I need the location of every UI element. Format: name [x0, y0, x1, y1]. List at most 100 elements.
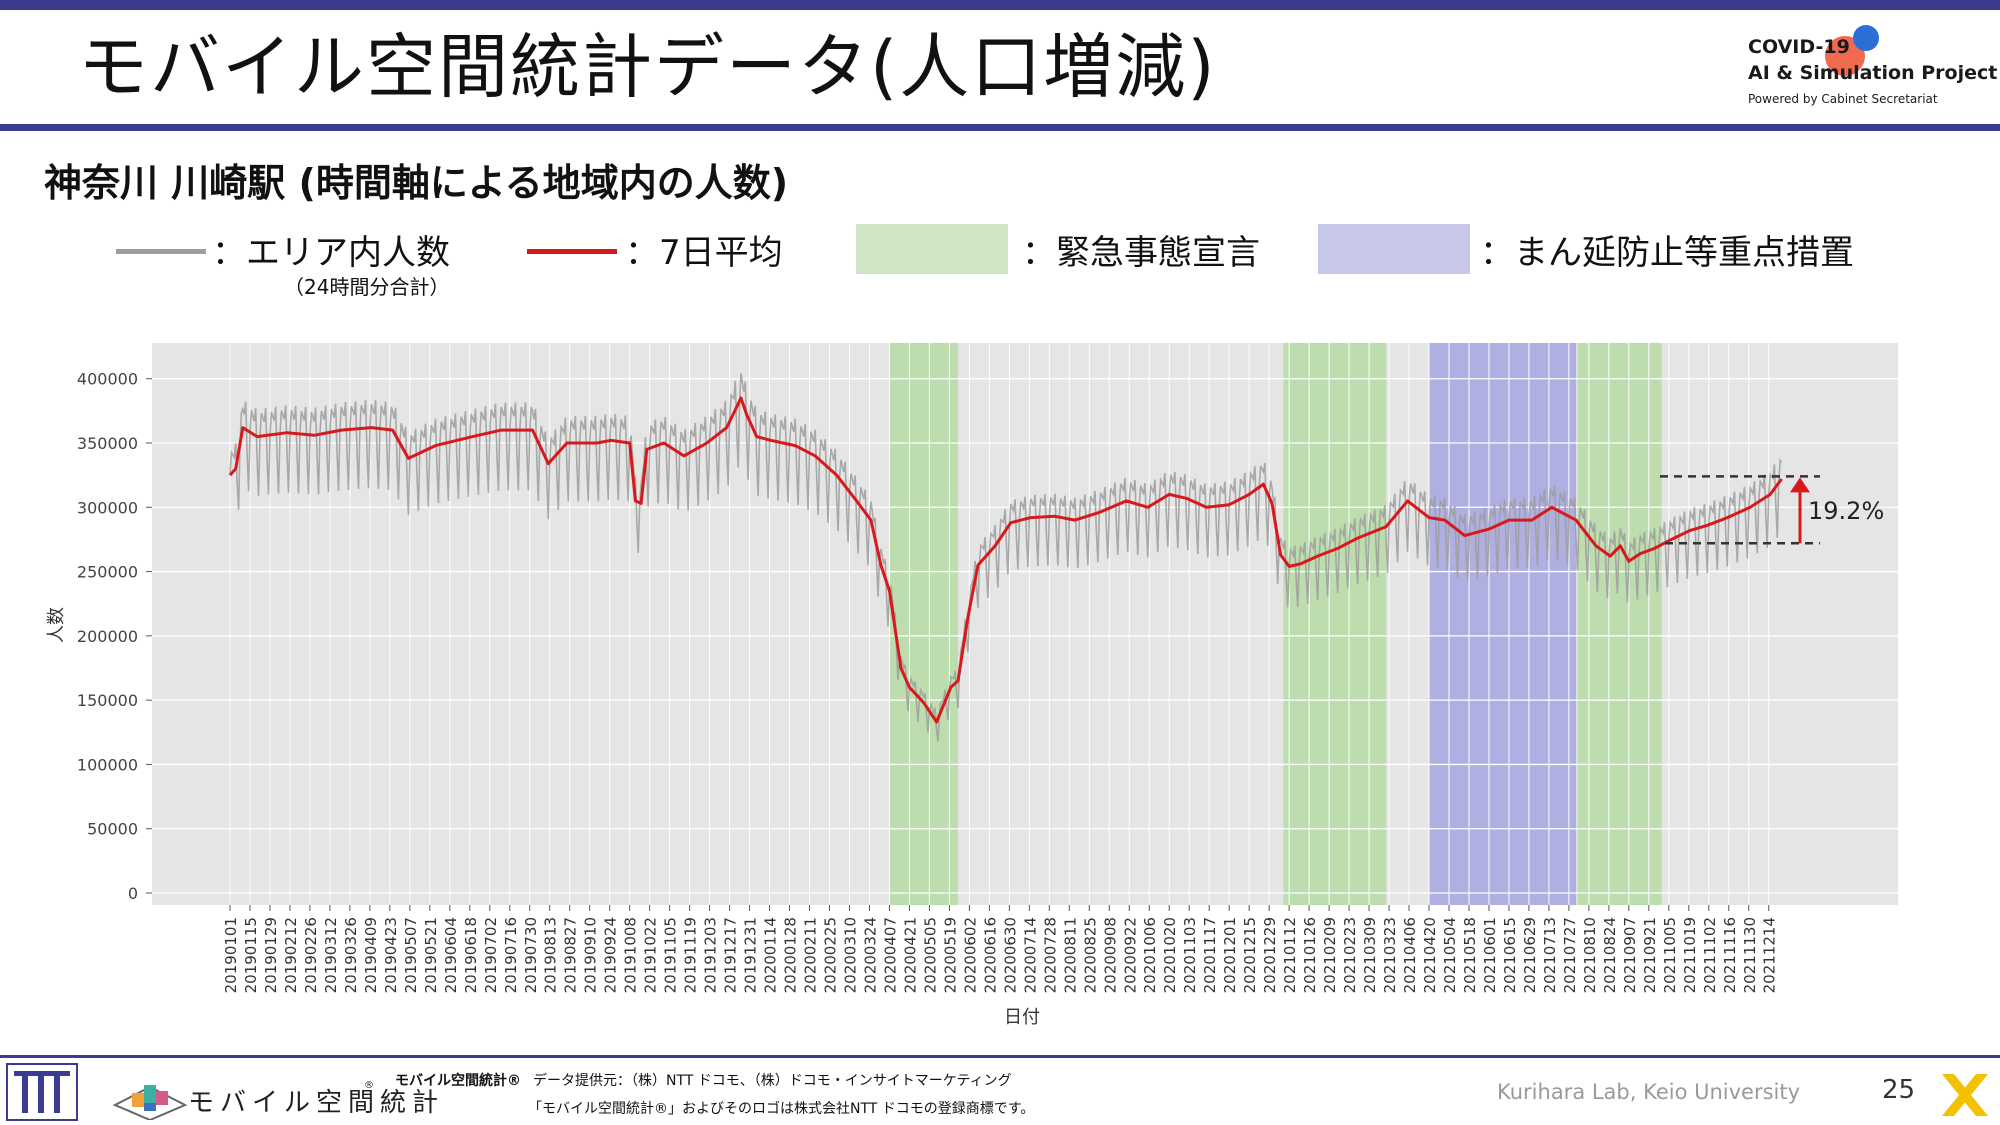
x-tick-label: 20210112: [1281, 917, 1299, 993]
legend-raw-swatch: [116, 249, 206, 254]
x-tick-label: 20211102: [1701, 917, 1719, 993]
legend-emergency-swatch: [856, 224, 1008, 274]
legend-priority-swatch: [1318, 224, 1470, 274]
x-tick-label: 20200630: [1001, 917, 1019, 993]
x-tick-label: 20201117: [1201, 917, 1219, 993]
x-tick-label: 20210713: [1541, 917, 1559, 993]
footer-rule: [0, 1055, 2000, 1058]
x-tick-label: 20190521: [422, 917, 440, 993]
annotation-label: 19.2%: [1808, 497, 1884, 525]
emergency-period-band: [1577, 343, 1662, 905]
x-tick-label: 20191217: [722, 917, 740, 993]
x-tick-label: 20190326: [342, 917, 360, 993]
x-tick-label: 20190813: [542, 917, 560, 993]
x-tick-label: 20200211: [802, 917, 820, 993]
x-tick-label: 20210420: [1421, 917, 1439, 993]
x-tick-label: 20210810: [1581, 917, 1599, 993]
x-tick-label: 20200225: [822, 917, 840, 993]
x-tick-label: 20200602: [961, 917, 979, 993]
population-line-chart: 0 50000 100000 150000 200000 250000 300000 3500…: [46, 343, 1898, 1028]
x-tick-label: 20190924: [602, 917, 620, 993]
footer-trademark: 「モバイル空間統計®」およびそのロゴは株式会社NTT ドコモの登録商標です。: [528, 1101, 1035, 1117]
x-tick-label: 20201215: [1241, 917, 1259, 993]
x-tick-label: 20200407: [881, 917, 899, 993]
y-tick-label: 200000: [77, 627, 138, 646]
x-tick-label: 20210223: [1341, 917, 1359, 993]
x-tick-label: 20200310: [841, 917, 859, 993]
footer-brand: モバイル空間統計®: [395, 1073, 521, 1089]
x-tick-label: 20210727: [1561, 917, 1579, 993]
x-tick-label: 20190716: [502, 917, 520, 993]
legend-emergency-label: ：緊急事態宣言: [1022, 233, 1260, 273]
x-tick-label: 20190730: [522, 917, 540, 993]
x-tick-label: 20201229: [1261, 917, 1279, 993]
x-tick-label: 20211214: [1761, 917, 1779, 993]
x-tick-label: 20210323: [1381, 917, 1399, 993]
top-rule: [0, 0, 2000, 10]
emergency-period-band: [1283, 343, 1387, 905]
x-tick-label: 20191105: [662, 917, 680, 993]
logo-circle-blue: [1853, 25, 1879, 51]
x-tick-label: 20201201: [1221, 917, 1239, 993]
x-tick-label: 20211019: [1681, 917, 1699, 993]
x-tick-label: 20190507: [402, 917, 420, 993]
x-tick-label: 20191008: [622, 917, 640, 993]
registered-mark-icon: ®: [364, 1080, 374, 1091]
legend-priority-label: ：まん延防止等重点措置: [1480, 233, 1854, 273]
x-tick-label: 20200616: [981, 917, 999, 993]
x-tick-label: 20190101: [222, 917, 240, 993]
x-tick-label: 20200908: [1101, 917, 1119, 993]
x-tick-label: 20201006: [1141, 917, 1159, 993]
x-tick-label: 20190618: [462, 917, 480, 993]
emergency-period-band: [889, 343, 958, 905]
x-tick-label: 20210907: [1621, 917, 1639, 993]
x-tick-label: 20210921: [1641, 917, 1659, 993]
x-axis-label: 日付: [1004, 1007, 1040, 1028]
x-tick-label: 20210406: [1401, 917, 1419, 993]
x-tick-label: 20211116: [1721, 917, 1739, 993]
x-tick-label: 20190212: [282, 917, 300, 993]
x-tick-label: 20200128: [782, 917, 800, 993]
mobile-logo-text: モバイル空間統計: [188, 1088, 445, 1118]
footer-lab: Kurihara Lab, Keio University: [1497, 1080, 1801, 1104]
x-tick-label: 20190910: [582, 917, 600, 993]
priority-period-band: [1429, 343, 1577, 905]
x-tick-label: 20200519: [941, 917, 959, 993]
x-tick-label: 20200324: [861, 917, 879, 993]
chart-subtitle: 神奈川 川崎駅 (時間軸による地域内の人数): [44, 161, 789, 205]
y-tick-label: 350000: [77, 434, 138, 453]
x-tick-label: 20210309: [1361, 917, 1379, 993]
x-tick-label: 20191203: [702, 917, 720, 993]
x-tick-label: 20190115: [242, 917, 260, 993]
x-tick-label: 20190129: [262, 917, 280, 993]
y-tick-label: 400000: [77, 370, 138, 389]
x-tick-label: 20210601: [1481, 917, 1499, 993]
x-tick-label: 20200728: [1041, 917, 1059, 993]
y-tick-label: 150000: [77, 691, 138, 710]
x-tick-label: 20210629: [1521, 917, 1539, 993]
x-tick-label: 20201103: [1181, 917, 1199, 993]
lab-logo: [6, 1063, 78, 1121]
x-tick-label: 20200114: [762, 917, 780, 993]
footer-data-source: データ提供元：（株）NTT ドコモ、（株）ドコモ・インサイトマーケティング: [533, 1073, 1012, 1089]
x-tick-label: 20210209: [1321, 917, 1339, 993]
y-tick-label: 0: [128, 884, 138, 903]
x-tick-label: 20191231: [742, 917, 760, 993]
x-tick-label: 20191022: [642, 917, 660, 993]
x-tick-label: 20200505: [921, 917, 939, 993]
x-tick-label: 20190409: [362, 917, 380, 993]
mobile-spatial-logo: [112, 1085, 188, 1120]
x-tick-label: 20200714: [1021, 917, 1039, 993]
x-tick-label: 20210615: [1501, 917, 1519, 993]
x-tick-label: 20200421: [901, 917, 919, 993]
x-tick-label: 20210504: [1441, 917, 1459, 993]
page-title: モバイル空間統計データ(人口増減): [78, 26, 1217, 108]
x-tick-label: 20190312: [322, 917, 340, 993]
legend-avg-label: ：7日平均: [625, 233, 783, 273]
logo-line1: COVID-19: [1748, 36, 1850, 58]
series-7day-average: [228, 396, 1783, 724]
y-tick-label: 50000: [87, 820, 138, 839]
x-tick-label: 20211005: [1661, 917, 1679, 993]
y-tick-label: 300000: [77, 498, 138, 517]
y-tick-label: 100000: [77, 755, 138, 774]
